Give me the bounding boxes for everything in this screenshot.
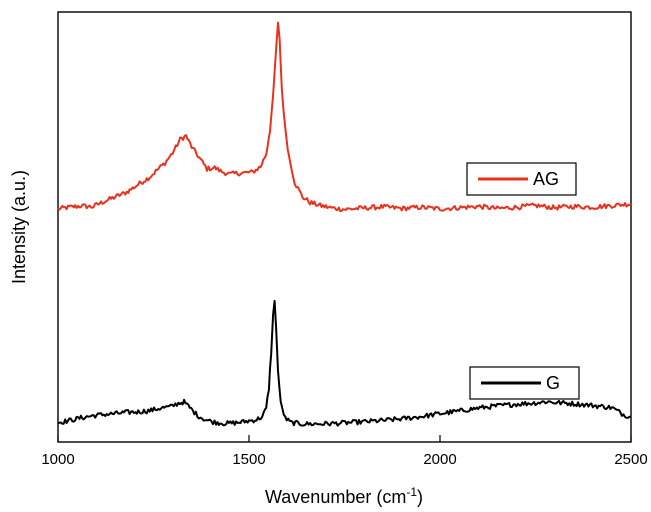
legend-ag-label: AG xyxy=(533,169,559,189)
legend-ag: AG xyxy=(466,162,577,196)
x-axis-title-main: Wavenumber (cm xyxy=(265,487,406,507)
x-axis-title: Wavenumber (cm-1) xyxy=(265,485,423,507)
legend-g: G xyxy=(469,366,580,400)
x-axis-title-sup: -1 xyxy=(406,485,417,499)
plot-frame xyxy=(57,11,632,443)
x-tick-label-1500: 1500 xyxy=(232,451,265,468)
series-line-g xyxy=(57,299,632,427)
series-line-ag xyxy=(57,21,632,213)
series-lines xyxy=(57,21,632,427)
legend-g-label: G xyxy=(546,373,560,393)
x-axis-title-close: ) xyxy=(417,487,423,507)
x-tick-label-2000: 2000 xyxy=(423,451,456,468)
x-tick-label-2500: 2500 xyxy=(614,451,647,468)
y-axis-title: Intensity (a.u.) xyxy=(9,170,29,284)
x-axis-ticks: 1000 1500 2000 2500 xyxy=(41,435,648,468)
x-tick-label-1000: 1000 xyxy=(41,451,74,468)
